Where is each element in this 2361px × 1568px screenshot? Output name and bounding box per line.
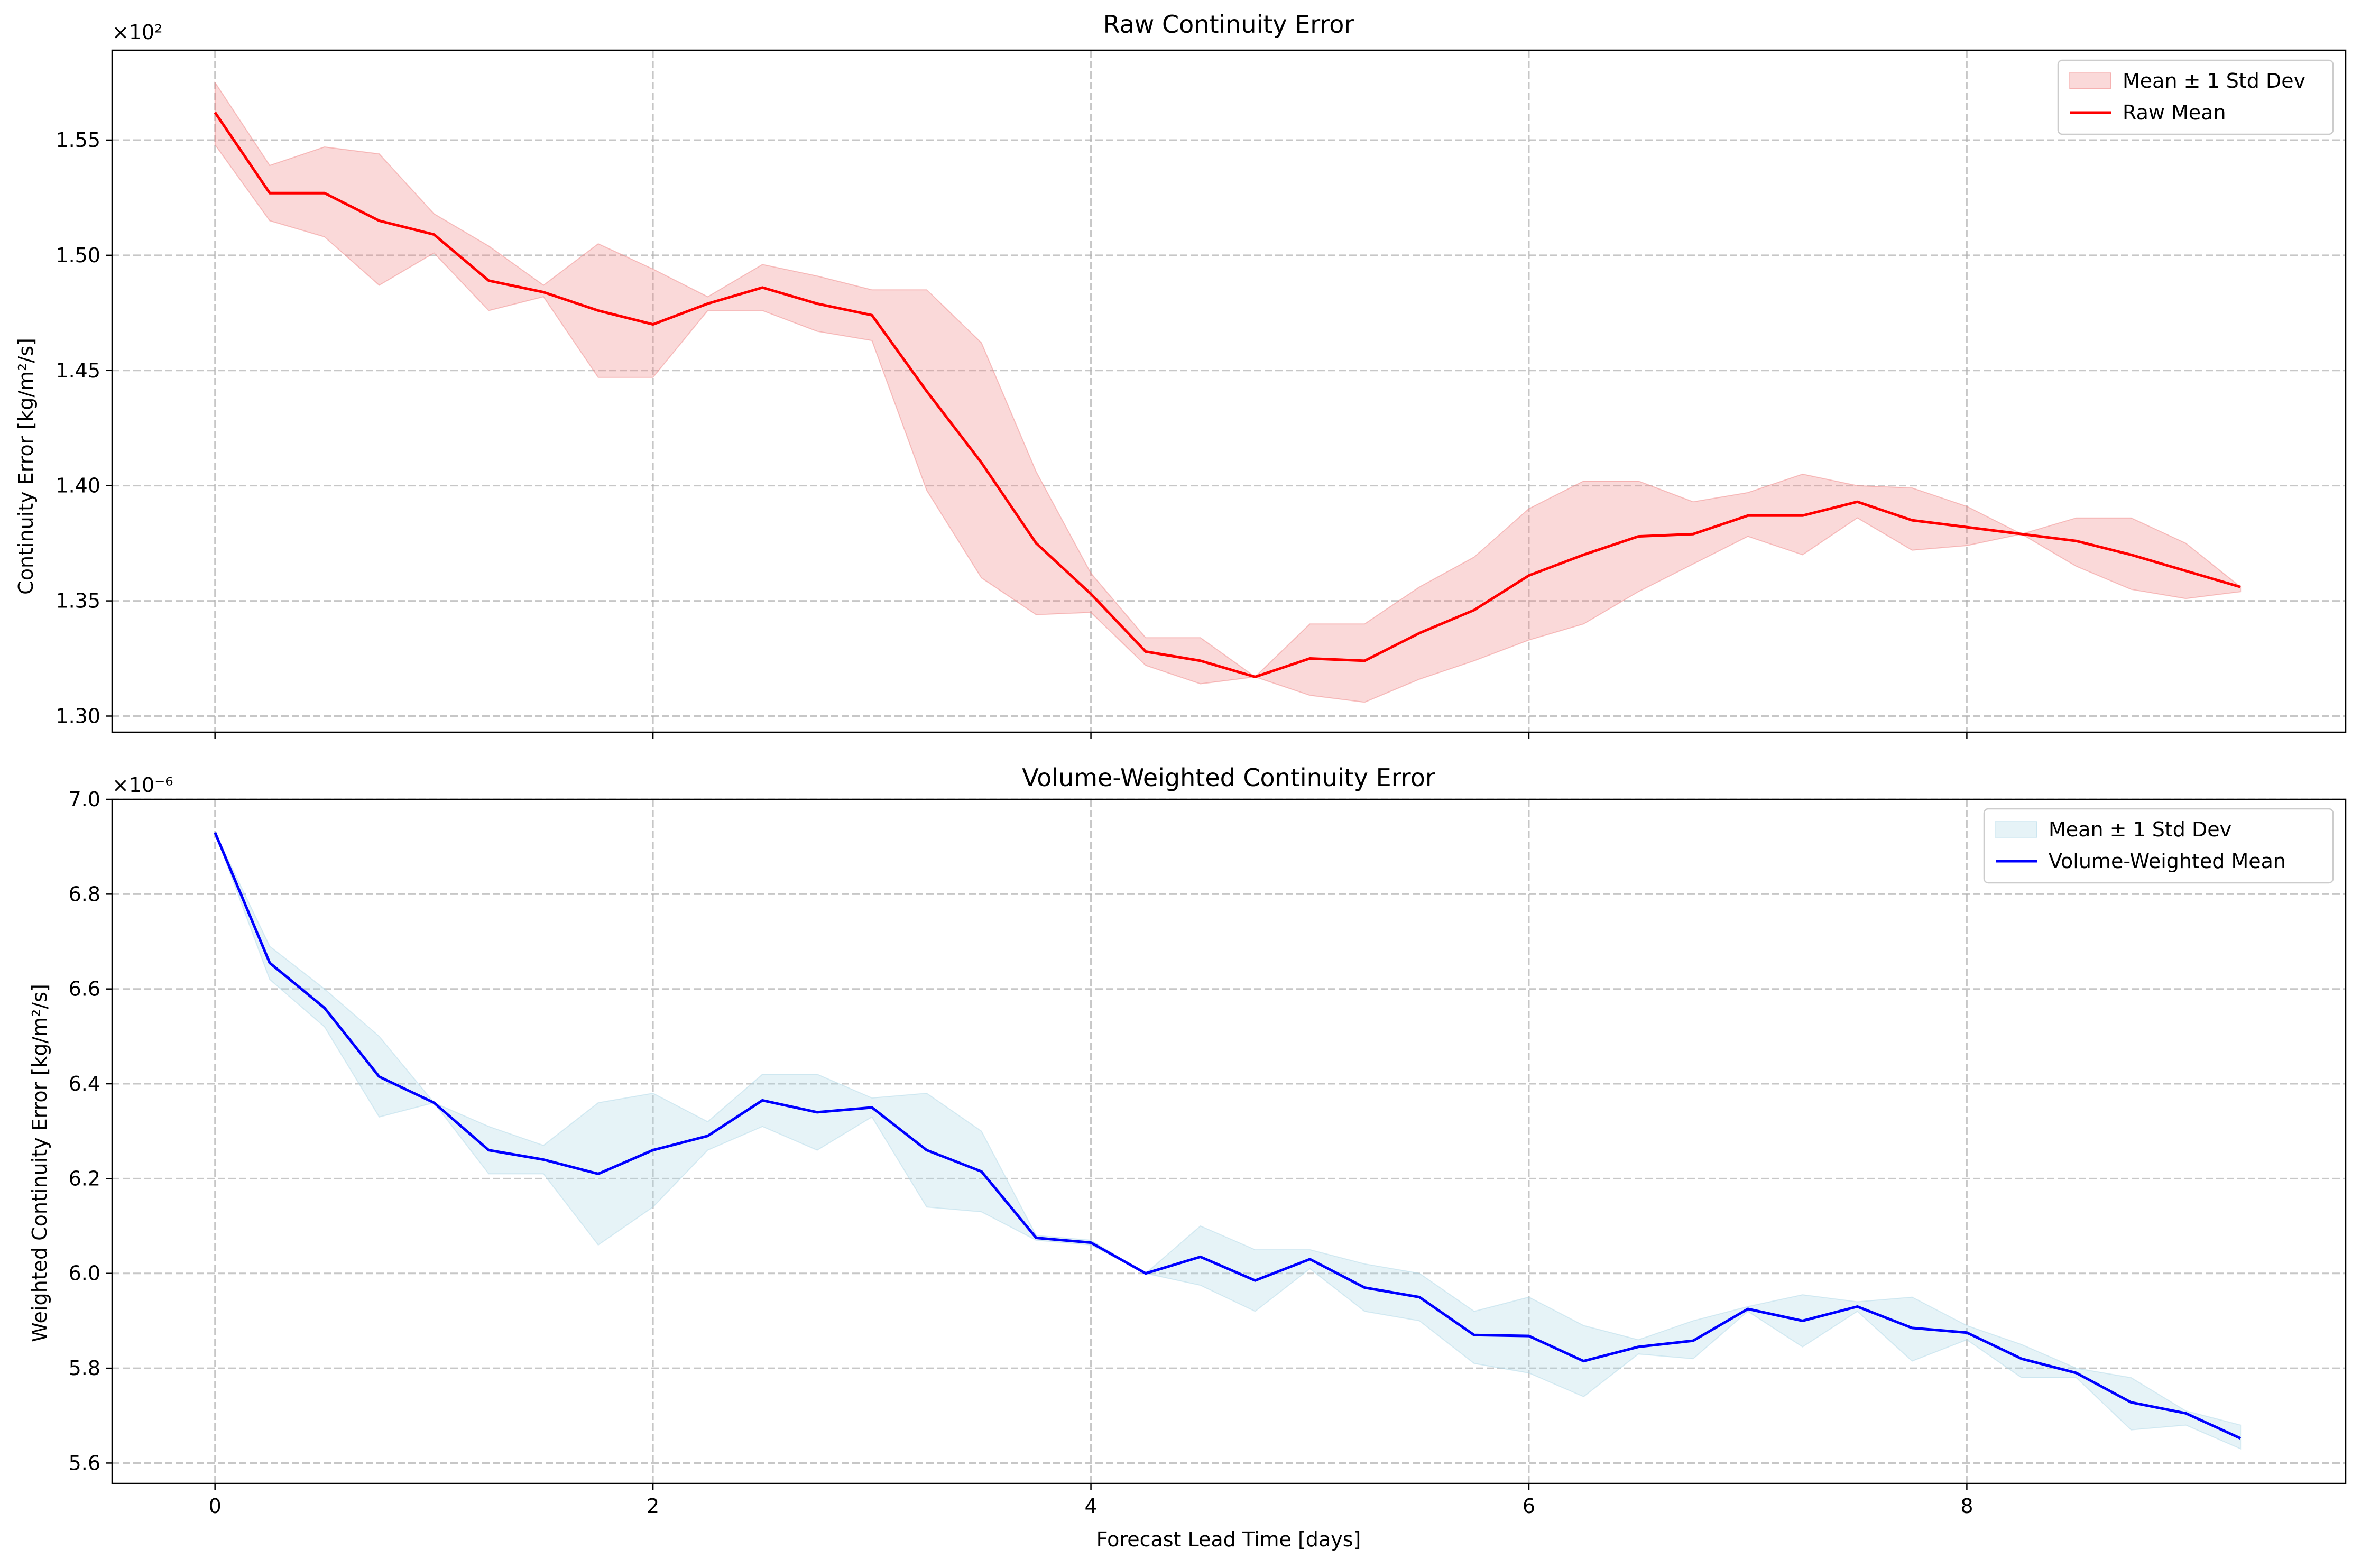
std-dev-band bbox=[214, 80, 2242, 703]
mean-line bbox=[214, 832, 2242, 1440]
legend: Mean ± 1 Std Dev Volume-Weighted Mean bbox=[1983, 808, 2334, 884]
y-tick-label: 1.30 bbox=[56, 704, 100, 727]
y-axis-multiplier: ×10⁻⁶ bbox=[112, 773, 173, 797]
plot-data bbox=[214, 80, 2242, 703]
y-axis-label: Continuity Error [kg/m²/s] bbox=[14, 338, 38, 595]
legend-label-line: Volume-Weighted Mean bbox=[2049, 850, 2286, 873]
y-tick-label: 1.35 bbox=[56, 589, 100, 613]
plot-frame bbox=[111, 49, 2347, 733]
legend-band-swatch bbox=[1995, 821, 2037, 838]
plot-frame bbox=[111, 798, 2347, 1484]
x-tick-label: 4 bbox=[1084, 1495, 1097, 1518]
y-tick-label: 1.40 bbox=[56, 474, 100, 497]
std-dev-band bbox=[214, 832, 2242, 1450]
y-tick-label: 1.50 bbox=[56, 244, 100, 267]
y-tick-label: 6.6 bbox=[69, 977, 100, 1001]
legend-box bbox=[1983, 808, 2334, 884]
legend-box bbox=[2057, 59, 2334, 135]
legend-label-band: Mean ± 1 Std Dev bbox=[2123, 69, 2305, 93]
y-tick-label: 5.8 bbox=[69, 1357, 100, 1380]
x-tick-label: 2 bbox=[647, 1495, 659, 1518]
legend-label-band: Mean ± 1 Std Dev bbox=[2049, 818, 2231, 841]
chart-title: Raw Continuity Error bbox=[1103, 10, 1354, 39]
mean-line bbox=[214, 112, 2241, 678]
plot-data bbox=[214, 832, 2242, 1450]
y-axis-label: Weighted Continuity Error [kg/m²/s] bbox=[28, 984, 51, 1342]
legend: Mean ± 1 Std Dev Raw Mean bbox=[2057, 59, 2334, 135]
x-tick-label: 6 bbox=[1523, 1495, 1535, 1518]
y-tick-label: 1.45 bbox=[56, 359, 100, 382]
chart-title: Volume-Weighted Continuity Error bbox=[1022, 763, 1435, 792]
y-axis-multiplier: ×10² bbox=[112, 21, 162, 44]
x-tick-label: 8 bbox=[1960, 1495, 1973, 1518]
y-tick-label: 6.8 bbox=[69, 882, 100, 906]
legend-band-swatch bbox=[2069, 72, 2111, 89]
y-tick-label: 5.6 bbox=[69, 1451, 100, 1474]
y-tick-label: 6.4 bbox=[69, 1072, 100, 1095]
y-tick-label: 7.0 bbox=[69, 788, 100, 811]
x-tick-label: 0 bbox=[209, 1495, 222, 1518]
y-tick-label: 6.0 bbox=[69, 1262, 100, 1285]
x-axis-label: Forecast Lead Time [days] bbox=[1096, 1528, 1361, 1551]
y-tick-label: 1.55 bbox=[56, 128, 100, 152]
raw-continuity-error-panel: Raw Continuity Error Continuity Error [k… bbox=[14, 10, 2347, 739]
y-tick-label: 6.2 bbox=[69, 1167, 100, 1190]
volume-weighted-continuity-error-panel: Volume-Weighted Continuity Error Weighte… bbox=[28, 763, 2347, 1551]
legend-label-line: Raw Mean bbox=[2123, 101, 2226, 124]
